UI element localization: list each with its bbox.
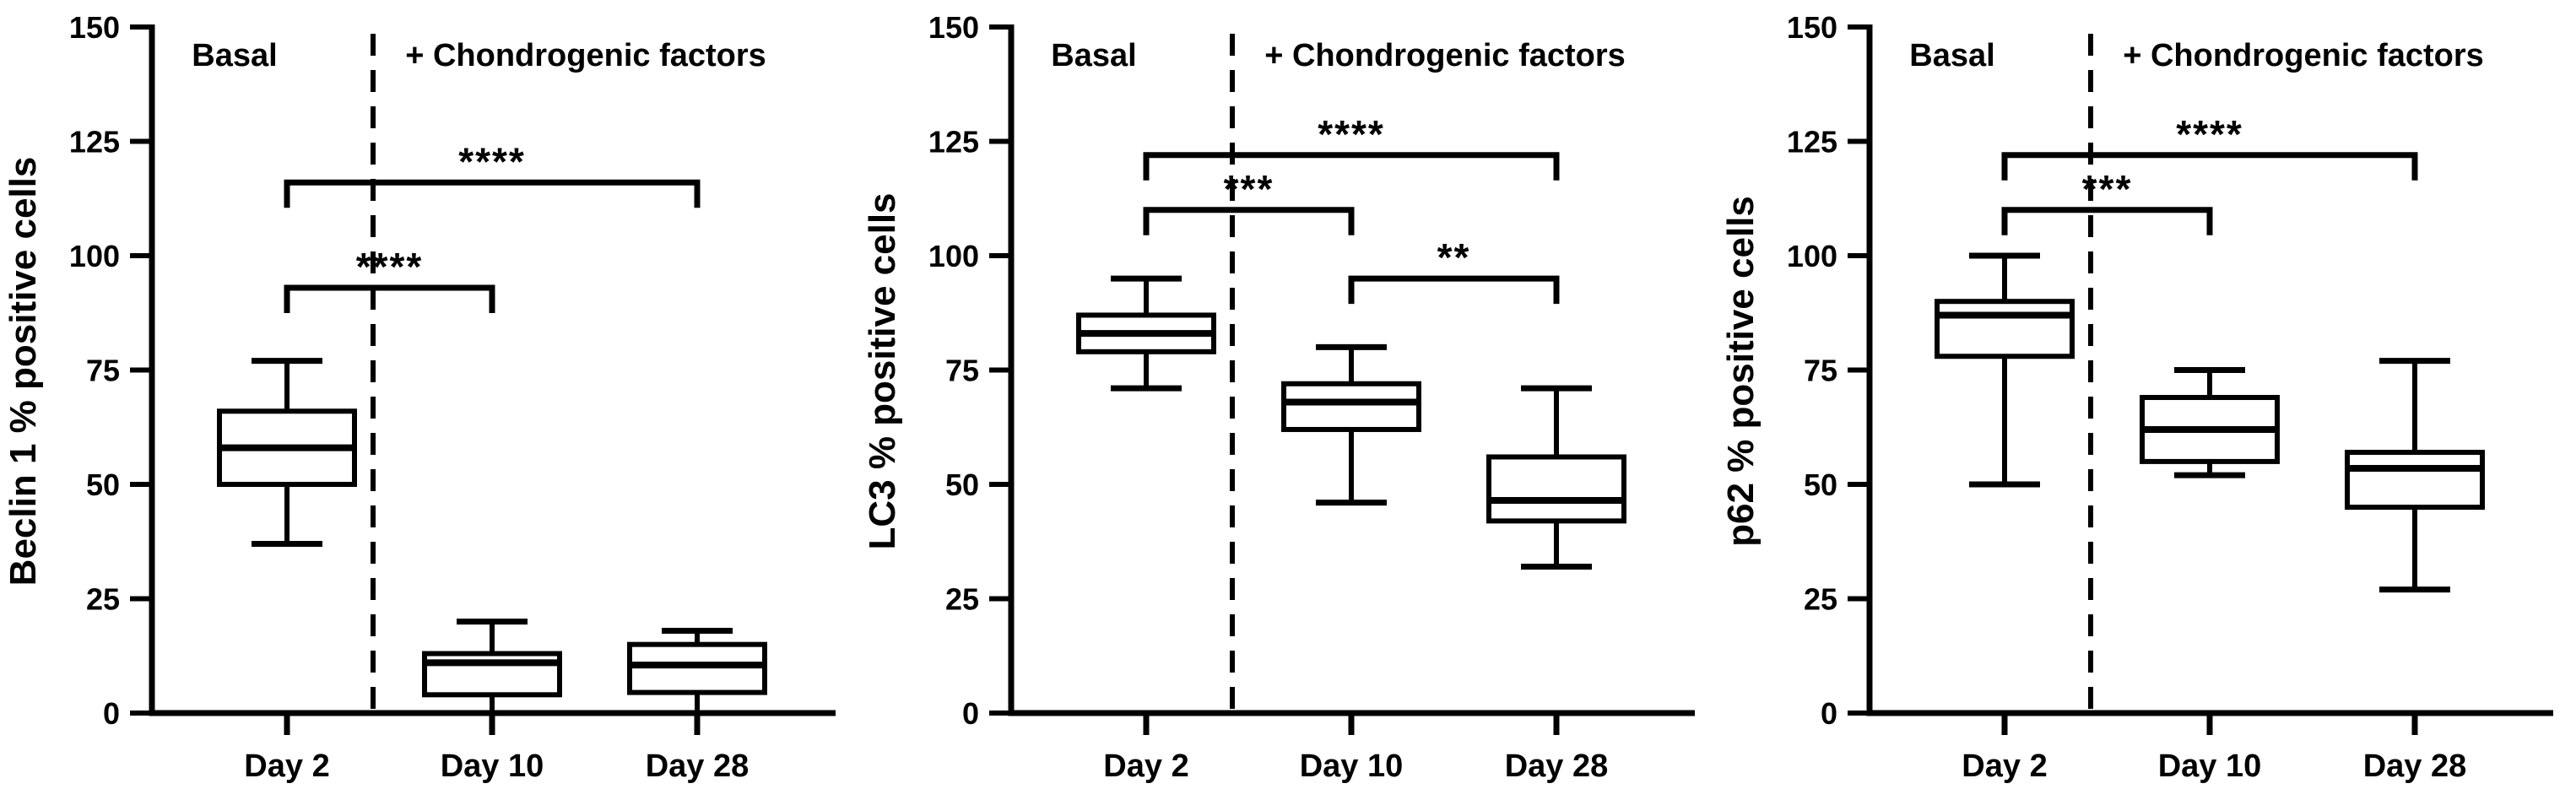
- box-plot-day-10: [1280, 343, 1421, 506]
- x-category-label: Day 2: [244, 748, 329, 784]
- box-plot-day-2: [1075, 275, 1216, 392]
- y-axis-title: p62 % positive cells: [1720, 196, 1762, 547]
- x-category-label: Day 28: [2363, 748, 2467, 784]
- significance-bracket: ***: [1143, 167, 1354, 235]
- y-tick-label: 50: [944, 467, 978, 502]
- iqr-box: [1280, 381, 1421, 432]
- box-plot-day-2: [1935, 252, 2075, 488]
- box-plot-day-28: [1486, 385, 1626, 570]
- box-plot-day-2: [217, 358, 357, 547]
- region-label-basal: Basal: [192, 38, 277, 73]
- bracket-line: [1348, 275, 1559, 305]
- region-label-chondrogenic: + Chondrogenic factors: [1264, 38, 1626, 73]
- chart-panel-beclin: Basal + Chondrogenic factors 0 25 50 75 100 125…: [0, 0, 858, 785]
- box-plot-svg: Basal + Chondrogenic factors 0 25 50 75 100 125…: [3, 10, 836, 784]
- x-category-label: Day 28: [646, 748, 750, 784]
- bracket-line: [2001, 207, 2213, 235]
- bracket-line: [1143, 152, 1559, 181]
- y-tick-label: 150: [928, 10, 978, 45]
- y-tick-label: 25: [86, 581, 120, 616]
- x-category-label: Day 10: [2158, 748, 2262, 784]
- x-category-label: Day 28: [1504, 748, 1608, 784]
- y-tick-label: 0: [103, 696, 120, 731]
- significance-asterisks: **: [1437, 235, 1470, 279]
- box-plot-svg: Basal + Chondrogenic factors 0 25 50 75 100 125…: [1720, 10, 2553, 784]
- x-category-label: Day 2: [1962, 748, 2047, 784]
- y-tick-label: 25: [944, 581, 978, 616]
- significance-bracket: ****: [284, 139, 701, 208]
- iqr-box: [1935, 299, 2075, 359]
- region-label-basal: Basal: [1051, 38, 1136, 73]
- y-tick-label: 50: [86, 467, 120, 502]
- iqr-box: [627, 641, 767, 695]
- y-tick-label: 150: [69, 10, 120, 45]
- box-plot-svg: Basal + Chondrogenic factors 0 25 50 75 100 125…: [862, 10, 1695, 784]
- x-category-label: Day 10: [1299, 748, 1403, 784]
- y-tick-label: 100: [928, 239, 978, 273]
- y-tick-label: 125: [1787, 124, 1837, 159]
- box-plot-day-10: [422, 619, 562, 716]
- region-label-chondrogenic: + Chondrogenic factors: [2123, 38, 2484, 73]
- chart-panel-p62: Basal + Chondrogenic factors 0 25 50 75 100 125…: [1718, 0, 2576, 785]
- significance-bracket: ****: [284, 245, 495, 313]
- y-tick-label: 75: [1804, 353, 1837, 387]
- y-tick-label: 75: [944, 353, 978, 387]
- y-tick-label: 125: [69, 124, 120, 159]
- significance-bracket: ***: [2001, 167, 2213, 235]
- y-tick-label: 75: [86, 353, 120, 387]
- bracket-line: [2001, 152, 2418, 181]
- chart-panel-lc3: Basal + Chondrogenic factors 0 25 50 75 100 125…: [859, 0, 1718, 785]
- bracket-line: [284, 284, 495, 313]
- iqr-box: [2345, 450, 2485, 511]
- y-tick-label: 125: [928, 124, 978, 159]
- box-plot-day-28: [627, 627, 767, 716]
- iqr-box: [1486, 454, 1626, 524]
- significance-asterisks: ****: [1318, 112, 1385, 156]
- region-label-chondrogenic: + Chondrogenic factors: [405, 38, 766, 73]
- y-tick-label: 100: [69, 239, 120, 273]
- significance-asterisks: ****: [356, 245, 424, 289]
- region-label-basal: Basal: [1909, 38, 1994, 73]
- x-category-label: Day 2: [1103, 748, 1188, 784]
- y-axis-title: Beclin 1 % positive cells: [3, 157, 44, 586]
- y-tick-label: 25: [1804, 581, 1837, 616]
- significance-asterisks: ***: [1223, 167, 1274, 211]
- significance-bracket: ****: [2001, 112, 2418, 181]
- y-axis-title: LC3 % positive cells: [862, 192, 903, 549]
- box-plot-day-28: [2345, 358, 2485, 593]
- significance-asterisks: ****: [2176, 112, 2243, 156]
- x-category-label: Day 10: [441, 748, 544, 784]
- box-plot-day-10: [2140, 367, 2280, 478]
- significance-asterisks: ****: [458, 139, 526, 183]
- y-tick-label: 100: [1787, 239, 1837, 273]
- y-tick-label: 0: [1821, 696, 1837, 731]
- y-tick-label: 0: [961, 696, 978, 731]
- bracket-line: [284, 179, 701, 208]
- significance-asterisks: ***: [2082, 167, 2133, 211]
- y-tick-label: 150: [1787, 10, 1837, 45]
- bracket-line: [1143, 207, 1354, 235]
- significance-bracket: ****: [1143, 112, 1559, 181]
- y-tick-label: 50: [1804, 467, 1837, 502]
- significance-bracket: **: [1348, 235, 1559, 305]
